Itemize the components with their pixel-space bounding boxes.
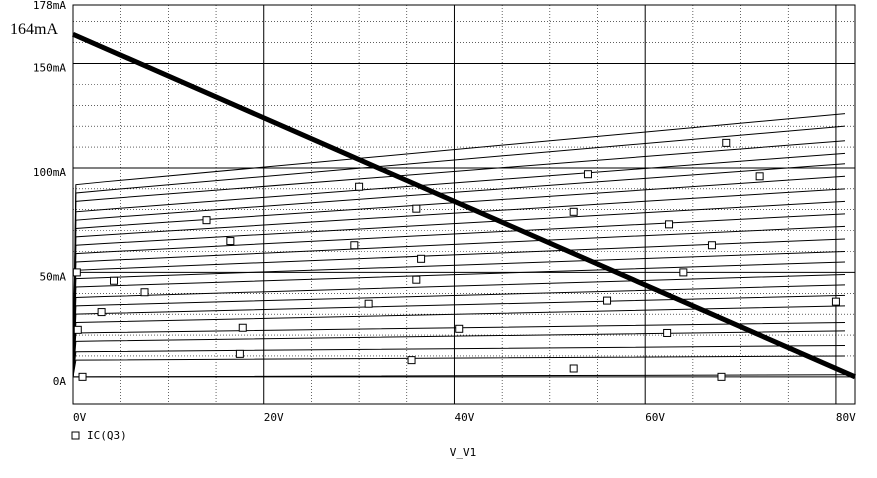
series-markers — [72, 138, 840, 381]
data-marker — [235, 349, 244, 358]
output-curve — [73, 374, 846, 378]
y-tick-label: 0A — [53, 375, 67, 388]
output-curve — [72, 140, 846, 377]
y-tick-labels: 0A 50mA 100mA 150mA 178mA — [33, 0, 66, 388]
data-marker — [202, 216, 211, 225]
data-marker — [140, 288, 149, 297]
y-tick-label: 100mA — [33, 166, 66, 179]
data-marker — [603, 296, 612, 305]
data-marker — [355, 182, 364, 191]
output-curve — [72, 355, 846, 377]
data-marker — [755, 172, 764, 181]
data-marker — [569, 364, 578, 373]
data-marker — [97, 308, 106, 317]
annotation-164ma: 164mA — [10, 21, 58, 38]
output-curve — [72, 330, 846, 377]
y-tick-label: 50mA — [40, 270, 67, 283]
data-marker — [110, 276, 119, 285]
output-curve — [72, 113, 846, 377]
data-marker — [569, 207, 578, 216]
data-marker — [717, 372, 726, 381]
data-marker — [455, 324, 464, 333]
data-marker — [707, 241, 716, 250]
data-marker — [583, 170, 592, 179]
x-tick-label: 60V — [645, 411, 665, 424]
data-marker — [407, 356, 416, 365]
data-marker — [412, 275, 421, 284]
data-marker — [350, 241, 359, 250]
data-marker — [238, 323, 247, 332]
plot-frame — [72, 4, 856, 405]
data-marker — [72, 268, 81, 277]
x-axis-label: V_V1 — [450, 446, 477, 459]
legend-label: IC(Q3) — [87, 429, 127, 442]
x-tick-labels: 0V 20V 40V 60V 80V — [73, 411, 856, 424]
output-curve — [72, 225, 846, 377]
output-curve — [72, 305, 846, 377]
y-tick-label: 150mA — [33, 61, 66, 74]
data-marker — [663, 328, 672, 337]
data-marker — [73, 325, 82, 334]
data-marker — [665, 220, 674, 229]
data-marker — [831, 297, 840, 306]
data-marker — [226, 237, 235, 246]
output-curve — [72, 345, 846, 377]
y-tick-label: 178mA — [33, 0, 66, 12]
load-line — [71, 31, 857, 380]
data-marker — [412, 204, 421, 213]
data-marker — [78, 372, 87, 381]
data-marker — [679, 268, 688, 277]
x-tick-label: 20V — [264, 411, 284, 424]
legend-marker — [71, 431, 80, 440]
curve-family — [72, 113, 846, 378]
x-tick-label: 40V — [454, 411, 474, 424]
data-marker — [722, 138, 731, 147]
x-tick-label: 0V — [73, 411, 87, 424]
x-tick-label: 80V — [836, 411, 856, 424]
data-marker — [364, 299, 373, 308]
output-curve — [72, 125, 846, 377]
data-marker — [417, 254, 426, 263]
